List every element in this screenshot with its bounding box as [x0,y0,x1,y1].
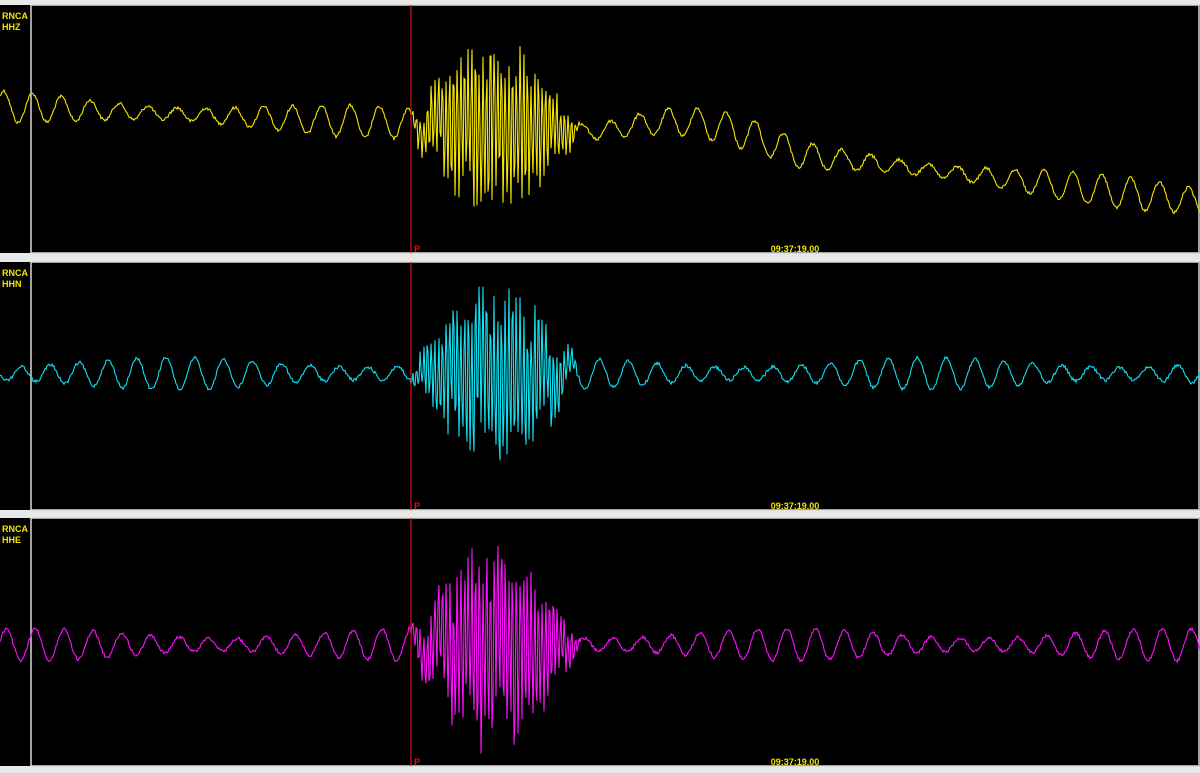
station-label: RNCA [2,11,28,21]
time-label: 09:37:19.00 [771,757,820,767]
panel-frame [30,261,1200,511]
panel-background [0,262,1200,510]
time-label: 09:37:19.00 [771,501,820,511]
panel-background [0,5,1200,253]
channel-label: HHE [2,535,21,545]
waveform [0,46,1200,215]
panel-frame [30,517,1200,767]
channel-label: HHN [2,279,22,289]
waveform [0,546,1200,754]
pick-label: P [414,757,420,767]
waveform [0,286,1200,461]
pick-label: P [414,501,420,511]
time-label: 09:37:19.00 [771,244,820,254]
station-label: RNCA [2,524,28,534]
channel-label: HHZ [2,22,21,32]
panel-frame [30,4,1200,254]
panel-background [0,518,1200,766]
station-label: RNCA [2,268,28,278]
pick-label: P [414,244,420,254]
